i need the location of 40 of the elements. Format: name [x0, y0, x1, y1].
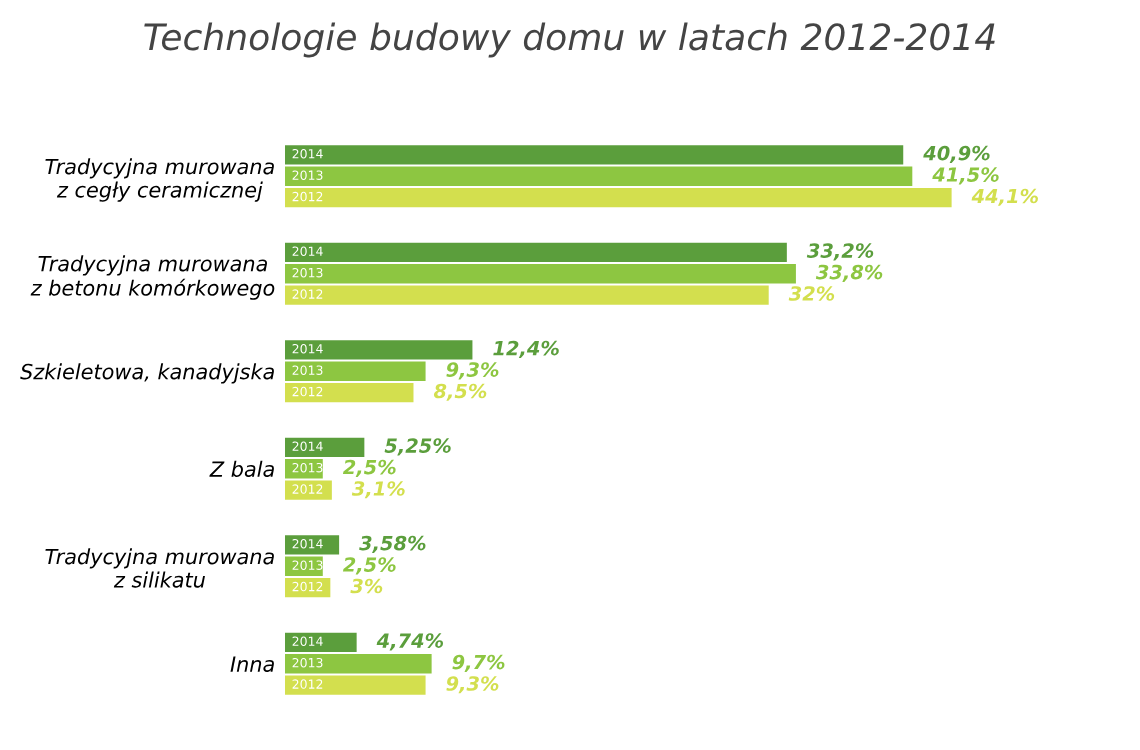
- bar: [285, 632, 357, 652]
- data-label: 9,7%: [452, 654, 505, 672]
- bar: [285, 145, 904, 165]
- bar: [285, 535, 340, 555]
- bar: [285, 437, 365, 457]
- y-tick-label: Inna: [230, 656, 274, 672]
- bar: [285, 340, 473, 360]
- bar: [285, 285, 769, 305]
- data-label: 8,5%: [433, 383, 487, 401]
- data-label: 32%: [788, 286, 835, 301]
- data-label: 9,3%: [446, 362, 499, 380]
- data-label: 4,74%: [376, 633, 444, 651]
- data-label: 33,2%: [806, 243, 874, 261]
- y-tick-label: Szkieletowa, kanadyjska: [20, 363, 274, 384]
- bar: [285, 383, 414, 403]
- y-tick-label: Z bala: [209, 460, 274, 477]
- bar: [285, 166, 913, 186]
- bar: [285, 188, 952, 208]
- bar: [285, 264, 796, 284]
- y-tick-label: Tradycyjna murowana z cegły ceramicznej: [45, 158, 274, 202]
- bar: [285, 675, 426, 695]
- y-tick-label: Tradycyjna murowana z silikatu: [45, 548, 274, 588]
- data-label: 2,5%: [342, 459, 396, 477]
- data-label: 2,5%: [342, 557, 396, 575]
- data-label: 12,4%: [493, 340, 559, 358]
- data-label: 41,5%: [932, 167, 999, 185]
- bar: [285, 654, 432, 674]
- data-label: 3,58%: [359, 535, 426, 553]
- bar: [285, 480, 332, 500]
- chart-title: Technologie budowy domu w latach 2012-2014: [144, 22, 995, 58]
- data-label: 44,1%: [971, 188, 1038, 206]
- bar: [285, 361, 426, 381]
- data-label: 33,8%: [815, 264, 883, 282]
- data-label: 3,1%: [351, 481, 405, 499]
- data-label: 40,9%: [923, 145, 990, 163]
- data-label: 3%: [350, 578, 383, 594]
- y-tick-label: Tradycyjna murowana z betonu komórkowego: [30, 255, 275, 300]
- data-label: 5,25%: [384, 438, 451, 456]
- bar: [285, 242, 787, 262]
- data-label: 9,3%: [446, 676, 499, 694]
